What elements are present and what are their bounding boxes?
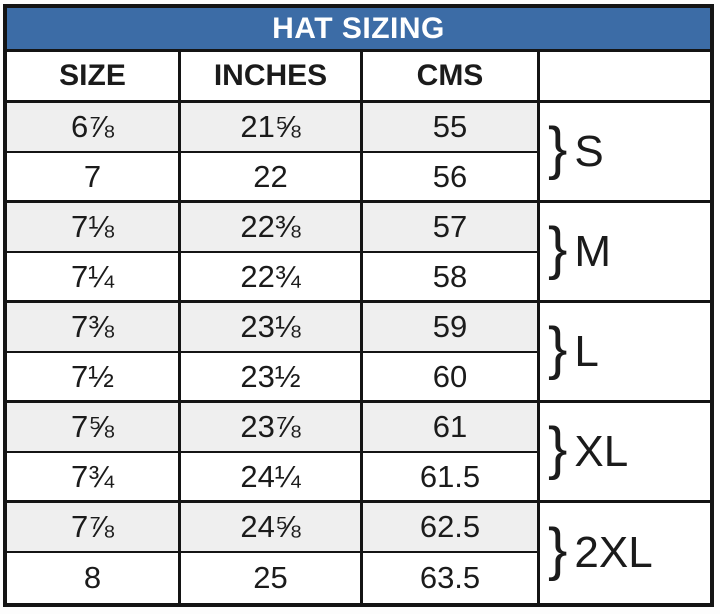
cms-cell: 62.5 [363, 503, 540, 553]
cms-cell: 58 [363, 253, 540, 303]
size-group-m: } M [540, 203, 710, 303]
cms-cell: 60 [363, 353, 540, 403]
size-cell: 7⅞ [7, 503, 181, 553]
size-cell: 6⅞ [7, 103, 181, 153]
sizing-grid: SIZE INCHES CMS 6⅞ 21⅝ 55 } S 7 22 56 7⅛… [7, 52, 710, 603]
inches-cell: 23⅞ [181, 403, 363, 453]
inches-cell: 23⅛ [181, 303, 363, 353]
column-header-size: SIZE [7, 52, 181, 103]
cms-cell: 61 [363, 403, 540, 453]
size-group-label: M [574, 226, 612, 276]
cms-cell: 55 [363, 103, 540, 153]
cms-cell: 57 [363, 203, 540, 253]
size-group-label: L [574, 326, 599, 376]
inches-cell: 21⅝ [181, 103, 363, 153]
size-cell: 7¼ [7, 253, 181, 303]
size-cell: 7¾ [7, 453, 181, 503]
brace-glyph: } [548, 215, 568, 281]
cms-cell: 63.5 [363, 553, 540, 603]
brace-glyph: } [548, 517, 568, 582]
column-header-inches: INCHES [181, 52, 363, 103]
cms-cell: 61.5 [363, 453, 540, 503]
inches-cell: 24⅝ [181, 503, 363, 553]
size-group-s: } S [540, 103, 710, 203]
hat-sizing-table: HAT SIZING SIZE INCHES CMS 6⅞ 21⅝ 55 } S… [3, 4, 714, 607]
size-group-l: } L [540, 303, 710, 403]
size-cell: 7⅝ [7, 403, 181, 453]
table-title-bar: HAT SIZING [7, 8, 710, 52]
size-group-label: 2XL [574, 528, 653, 577]
size-group-xl: } XL [540, 403, 710, 503]
inches-cell: 23½ [181, 353, 363, 403]
size-group-2xl: } 2XL [540, 503, 710, 603]
size-cell: 8 [7, 553, 181, 603]
cms-cell: 56 [363, 153, 540, 203]
table-title: HAT SIZING [272, 11, 445, 45]
inches-cell: 22¾ [181, 253, 363, 303]
inches-cell: 24¼ [181, 453, 363, 503]
size-cell: 7⅛ [7, 203, 181, 253]
brace-glyph: } [548, 115, 568, 181]
size-cell: 7½ [7, 353, 181, 403]
size-group-label: XL [574, 426, 629, 476]
size-cell: 7 [7, 153, 181, 203]
column-header-group [540, 52, 710, 103]
inches-cell: 25 [181, 553, 363, 603]
brace-glyph: } [548, 315, 568, 381]
column-header-cms: CMS [363, 52, 540, 103]
inches-cell: 22 [181, 153, 363, 203]
cms-cell: 59 [363, 303, 540, 353]
size-group-label: S [574, 126, 604, 176]
size-cell: 7⅜ [7, 303, 181, 353]
inches-cell: 22⅜ [181, 203, 363, 253]
brace-glyph: } [548, 415, 568, 481]
